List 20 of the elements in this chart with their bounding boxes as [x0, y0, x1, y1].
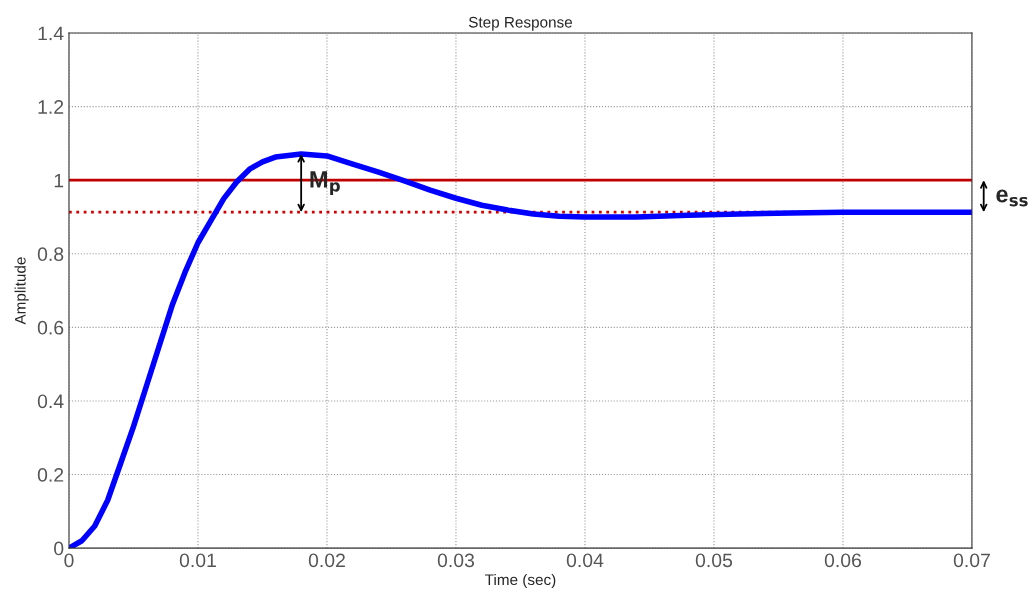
y-tick-label: 1 [54, 173, 64, 188]
y-tick-label: 0 [54, 541, 64, 556]
text: e$_{ss}$ [996, 189, 1028, 207]
x-tick-label: 0.07 [953, 553, 990, 568]
y-tick-label: 1.2 [38, 100, 64, 114]
x-tick-label: 0.02 [308, 553, 345, 568]
x-tick-label: 0.05 [695, 553, 733, 568]
x-tick-label: 0.06 [824, 553, 862, 568]
y-tick-label: 0.2 [37, 468, 64, 482]
y-tick-label: 1.4 [38, 26, 64, 41]
y-tick-label: 0.8 [37, 247, 64, 262]
y-tick-label: 0.6 [37, 320, 64, 335]
x-tick-label: 0.01 [179, 553, 216, 568]
x-tick-label: 0.04 [566, 553, 604, 568]
x-tick-label: 0 [64, 553, 74, 568]
x-axis-title: Time (sec) [485, 573, 556, 589]
y-tick-label: 0.4 [37, 394, 64, 409]
y-axis-title: Amplitude [14, 257, 29, 325]
x-tick-label: 0.03 [437, 553, 475, 568]
chart-title: Step Response [468, 16, 573, 31]
